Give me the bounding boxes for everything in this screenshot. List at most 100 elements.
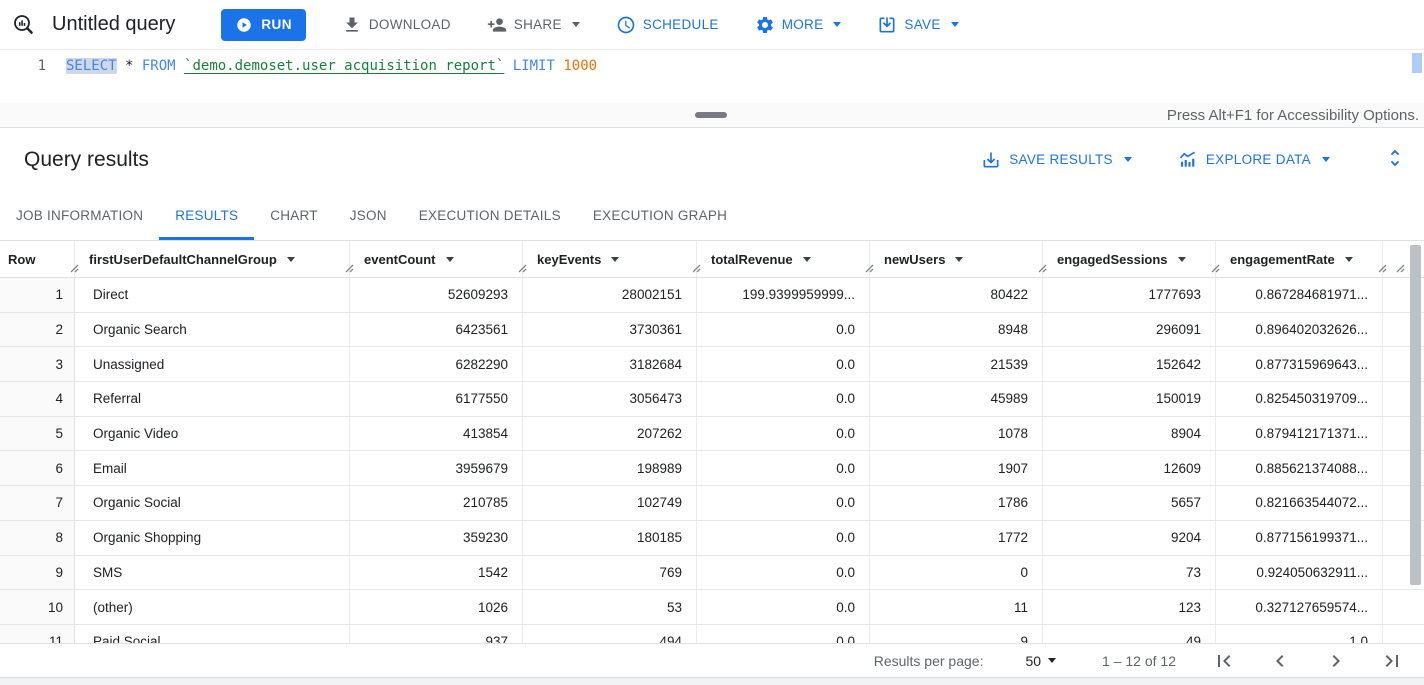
tab-execution-details[interactable]: EXECUTION DETAILS: [418, 208, 561, 223]
column-menu-caret[interactable]: [802, 256, 811, 262]
table-cell: SMS: [75, 555, 350, 590]
table-cell: 0.877156199371...: [1216, 520, 1383, 555]
page-size-dropdown[interactable]: 50: [1025, 653, 1057, 669]
column-resize-handle[interactable]: [1378, 261, 1387, 276]
first-page-icon: [1218, 654, 1231, 667]
table-cell: 0.877315969643...: [1216, 347, 1383, 382]
results-title: Query results: [24, 147, 149, 171]
last-page-button[interactable]: [1380, 649, 1404, 673]
table-cell: 0.0: [697, 382, 870, 416]
table-cell: [1383, 278, 1400, 312]
sql-table-ref[interactable]: `demo.demoset.user_acquisition_report`: [184, 58, 505, 74]
column-resize-handle[interactable]: [345, 261, 354, 276]
column-header-newUsers: newUsers: [870, 241, 1047, 277]
first-page-button[interactable]: [1212, 649, 1236, 673]
row-number-cell: 3: [0, 347, 75, 382]
column-menu-caret[interactable]: [1177, 256, 1186, 262]
table-cell: 1542: [350, 555, 523, 590]
column-header-label: engagementRate: [1230, 251, 1335, 267]
tab-chart[interactable]: CHART: [270, 208, 318, 223]
row-number-cell: 6: [0, 451, 75, 486]
table-cell: 102749: [523, 486, 697, 520]
schedule-button[interactable]: SCHEDULE: [616, 15, 719, 35]
table-row: 3 Unassigned 6282290 3182684 0.0 21539 152642 0…: [0, 347, 1424, 383]
column-menu-caret[interactable]: [955, 256, 964, 262]
clock-icon: [617, 16, 635, 33]
row-number-cell: 2: [0, 312, 75, 347]
column-resize-handle[interactable]: [1211, 261, 1220, 276]
column-resize-handle[interactable]: [1038, 261, 1047, 276]
table-cell: 1078: [870, 416, 1043, 451]
resize-grip-icon: [345, 264, 354, 273]
column-menu-caret[interactable]: [611, 256, 620, 262]
chevron-down-icon: [1123, 157, 1132, 162]
table-cell: 6423561: [350, 312, 523, 347]
chevron-down-icon: [1322, 157, 1330, 162]
table-row: 6 Email 3959679 198989 0.0 1907 12609 0.8856213…: [0, 451, 1424, 487]
column-header-keyEvents: keyEvents: [523, 241, 701, 277]
table-cell: Unassigned: [75, 347, 350, 382]
table-cell: 0.0: [697, 416, 870, 451]
column-menu-caret[interactable]: [445, 256, 454, 262]
person-add-icon: [487, 17, 506, 32]
next-page-button[interactable]: [1324, 649, 1348, 673]
column-menu-caret[interactable]: [286, 256, 295, 262]
tab-execution-graph[interactable]: EXECUTION GRAPH: [592, 208, 728, 223]
table-cell: 0.0: [697, 486, 870, 520]
resize-grip-icon: [70, 264, 79, 273]
resize-grip-icon: [865, 264, 874, 273]
tab-job-information[interactable]: JOB INFORMATION: [16, 208, 144, 223]
table-cell: (other): [75, 590, 350, 624]
tab-results[interactable]: RESULTS: [159, 191, 255, 240]
row-number-cell: 1: [0, 278, 75, 312]
explore-data-button[interactable]: EXPLORE DATA: [1178, 150, 1330, 170]
play-icon: [237, 17, 252, 32]
table-cell: 0.896402032626...: [1216, 312, 1383, 347]
chevron-down-icon: [1048, 658, 1057, 663]
table-cell: 150019: [1043, 382, 1216, 416]
table-cell: 49: [1043, 624, 1216, 643]
table-cell: [1383, 625, 1400, 643]
table-cell: 1026: [350, 590, 523, 624]
table-cell: Organic Social: [75, 486, 350, 520]
share-button[interactable]: SHARE: [487, 15, 580, 35]
query-title: Untitled query: [52, 13, 176, 35]
table-cell: [1383, 347, 1400, 381]
column-resize-handle[interactable]: [692, 261, 701, 276]
run-button[interactable]: RUN: [221, 8, 306, 41]
table-row: 7 Organic Social 210785 102749 0.0 1786 5657 0.…: [0, 486, 1424, 521]
splitter-drag-handle[interactable]: [695, 112, 727, 118]
save-results-button[interactable]: SAVE RESULTS: [981, 150, 1132, 170]
column-resize-handle[interactable]: [518, 261, 527, 276]
row-number-cell: 9: [0, 555, 75, 590]
resize-grip-icon: [692, 264, 701, 273]
sql-editor[interactable]: 1 SELECT * FROM `demo.demoset.user_acqui…: [0, 50, 1424, 103]
column-header-Row: Row: [0, 241, 79, 277]
chart-icon: [1179, 151, 1195, 167]
column-resize-handle[interactable]: [70, 261, 79, 276]
resize-grip-icon: [518, 264, 527, 273]
column-resize-handle[interactable]: [865, 261, 874, 276]
bottom-strip: [0, 677, 1424, 685]
column-menu-caret[interactable]: [1344, 256, 1353, 262]
row-number-cell: 5: [0, 416, 75, 451]
tab-json[interactable]: JSON: [349, 208, 387, 223]
chevron-down-icon: [950, 22, 959, 27]
chevron-left-icon: [1276, 654, 1284, 667]
prev-page-button[interactable]: [1268, 649, 1292, 673]
save-button[interactable]: SAVE: [877, 15, 959, 35]
download-button[interactable]: DOWNLOAD: [342, 15, 451, 35]
table-cell: [1383, 313, 1400, 347]
table-cell: 80422: [870, 278, 1043, 312]
table-cell: 8948: [870, 312, 1043, 347]
table-cell: [1383, 590, 1400, 624]
collapse-panel-button[interactable]: [1384, 147, 1406, 172]
column-resize-handle[interactable]: [1396, 261, 1405, 276]
editor-scrollbar-thumb[interactable]: [1412, 53, 1422, 73]
table-scrollbar-thumb[interactable]: [1410, 245, 1421, 585]
column-header-engagedSessions: engagedSessions: [1043, 241, 1220, 277]
more-button[interactable]: MORE: [755, 15, 842, 35]
table-cell: 0.825450319709...: [1216, 382, 1383, 416]
results-tabs: JOB INFORMATION RESULTS CHART JSON EXECU…: [0, 191, 1424, 241]
table-cell: 1777693: [1043, 278, 1216, 312]
